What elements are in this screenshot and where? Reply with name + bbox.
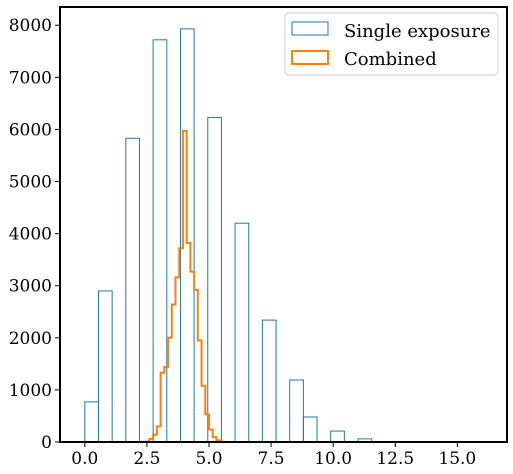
- x-tick-label: 7.5: [258, 449, 285, 469]
- histogram-bar: [84, 401, 99, 443]
- histogram-bar: [125, 137, 140, 443]
- x-tick-label: 15.0: [438, 449, 476, 469]
- single-exposure-bars: [84, 28, 373, 443]
- x-axis: 0.0 2.5 5.0 7.5 10.0 12.5 15.0: [71, 442, 476, 469]
- combined-step-line: [144, 129, 225, 443]
- y-tick-label: 3000: [9, 277, 52, 297]
- x-tick-label: 5.0: [195, 449, 222, 469]
- histogram-bar: [261, 319, 277, 443]
- y-axis: 0 1000 2000 3000 4000 5000 6000 7000 8000: [9, 16, 60, 453]
- combined-step-path: [144, 129, 225, 443]
- y-tick-label: 0: [41, 433, 52, 453]
- histogram-bar: [289, 379, 304, 443]
- histogram-bar: [330, 430, 345, 443]
- legend-swatch-single-exposure: [291, 21, 329, 36]
- x-tick-label: 12.5: [376, 449, 414, 469]
- plot-frame: [59, 6, 508, 443]
- x-tick-label: 0.0: [71, 449, 98, 469]
- x-tick-label: 10.0: [314, 449, 352, 469]
- legend-box: [284, 12, 499, 76]
- histogram-bar: [97, 290, 113, 443]
- legend-label-combined: Combined: [344, 49, 437, 70]
- legend-swatch-combined: [291, 50, 329, 65]
- y-tick-label: 2000: [9, 329, 52, 349]
- y-tick-label: 8000: [9, 16, 52, 36]
- legend: Single exposure Combined: [284, 12, 499, 76]
- y-tick-label: 4000: [9, 225, 52, 245]
- histogram-bar: [302, 416, 318, 443]
- histogram-bar: [207, 116, 222, 443]
- y-tick-label: 7000: [9, 68, 52, 88]
- y-tick-label: 6000: [9, 120, 52, 140]
- y-tick-label: 1000: [9, 381, 52, 401]
- x-tick-label: 2.5: [133, 449, 160, 469]
- legend-label-single-exposure: Single exposure: [344, 21, 491, 42]
- histogram-bar: [234, 222, 250, 443]
- y-tick-label: 5000: [9, 173, 52, 193]
